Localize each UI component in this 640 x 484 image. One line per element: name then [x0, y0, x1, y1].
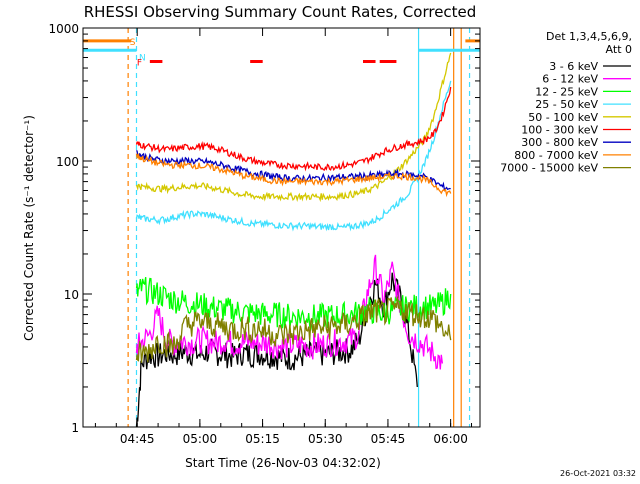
series-line-50-100-kev — [135, 52, 452, 203]
series-line-25-50-kev — [135, 80, 452, 232]
y-axis-label: Corrected Count Rate (s⁻¹ detector⁻¹) — [22, 115, 36, 341]
legend-entry-label: 3 - 6 keV — [549, 60, 598, 73]
y-tick-label: 100 — [56, 155, 79, 169]
night-flag-label: N — [139, 53, 146, 63]
series-line-7000-15000-kev — [135, 296, 452, 363]
x-tick-label: 04:45 — [120, 432, 155, 446]
legend-entry-label: 800 - 7000 keV — [514, 149, 598, 162]
legend-entry-label: 7000 - 15000 keV — [500, 162, 598, 175]
chart-title: RHESSI Observing Summary Count Rates, Co… — [84, 3, 477, 21]
x-tick-label: 06:00 — [433, 432, 468, 446]
legend-header-attenuator: Att 0 — [606, 43, 632, 56]
legend-entry-label: 25 - 50 keV — [535, 98, 598, 111]
plot-frame — [82, 27, 481, 428]
y-tick-label: 1 — [71, 421, 79, 435]
legend-header-detectors: Det 1,3,4,5,6,9, — [546, 30, 632, 43]
legend-entry-label: 6 - 12 keV — [542, 73, 598, 86]
legend-entry-label: 50 - 100 keV — [528, 111, 598, 124]
saa-flag-label: S — [130, 38, 136, 48]
x-tick-label: 05:30 — [308, 432, 343, 446]
render-timestamp: 26-Oct-2021 03:32 — [560, 469, 636, 478]
x-tick-label: 05:00 — [183, 432, 218, 446]
legend-entry-label: 12 - 25 keV — [535, 85, 598, 98]
x-tick-label: 05:45 — [371, 432, 406, 446]
series-line-100-300-kev — [135, 86, 452, 172]
y-axis: 1 10 100 1000 — [48, 22, 480, 435]
y-tick-label: 10 — [64, 288, 79, 302]
legend-entry-label: 100 - 300 keV — [521, 124, 598, 137]
series-line-6-12-kev — [135, 254, 444, 370]
x-axis: 04:45 05:00 05:15 05:30 05:45 06:00 — [94, 28, 473, 446]
legend-entry-label: 300 - 800 keV — [521, 136, 598, 149]
x-axis-label: Start Time (26-Nov-03 04:32:02) — [185, 456, 381, 470]
x-tick-label: 05:15 — [245, 432, 280, 446]
y-tick-label: 1000 — [48, 22, 79, 36]
flare-flag-label: F — [137, 58, 142, 68]
series-line-800-7000-kev — [135, 153, 452, 198]
